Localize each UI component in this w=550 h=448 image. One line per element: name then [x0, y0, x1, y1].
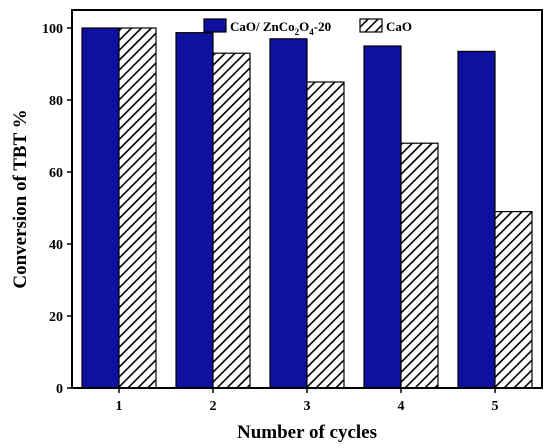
legend: CaO/ ZnCo2O4-20 CaO — [203, 18, 412, 37]
y-tick-label: 100 — [42, 22, 63, 37]
plot-frame — [71, 9, 543, 389]
x-tick-label: 5 — [492, 399, 499, 414]
bars-group — [81, 27, 533, 389]
y-axis-title: Conversion of TBT % — [10, 109, 31, 288]
bar-series-2-cycle-3 — [306, 81, 345, 389]
x-tick-label: 1 — [116, 399, 123, 414]
x-tick-label: 4 — [398, 399, 405, 414]
legend-label-series-2: CaO — [386, 19, 412, 34]
ticks-group: 1 2 3 4 5 0 20 40 60 80 100 — [42, 22, 499, 414]
bar-series-2-cycle-4 — [400, 142, 439, 389]
x-axis-title: Number of cycles — [237, 422, 377, 443]
bar-series-1-cycle-5 — [457, 50, 496, 389]
y-tick-label: 0 — [56, 382, 63, 397]
legend-swatch-series-2 — [359, 18, 383, 33]
bar-series-2-cycle-5 — [494, 211, 533, 389]
y-tick-label: 40 — [49, 238, 63, 253]
y-tick-label: 80 — [49, 94, 63, 109]
bar-series-1-cycle-2 — [175, 32, 214, 389]
legend-label-series-1: CaO/ ZnCo2O4-20 — [230, 19, 331, 37]
bar-series-2-cycle-2 — [212, 52, 251, 389]
y-tick-label: 60 — [49, 166, 63, 181]
x-tick-label: 3 — [304, 399, 311, 414]
bar-series-1-cycle-1 — [81, 27, 120, 389]
bar-series-2-cycle-1 — [118, 27, 157, 389]
bar-series-1-cycle-3 — [269, 38, 308, 389]
x-tick-label: 2 — [210, 399, 217, 414]
bar-series-1-cycle-4 — [363, 45, 402, 389]
y-tick-label: 20 — [49, 310, 63, 325]
legend-swatch-series-1 — [203, 18, 227, 33]
